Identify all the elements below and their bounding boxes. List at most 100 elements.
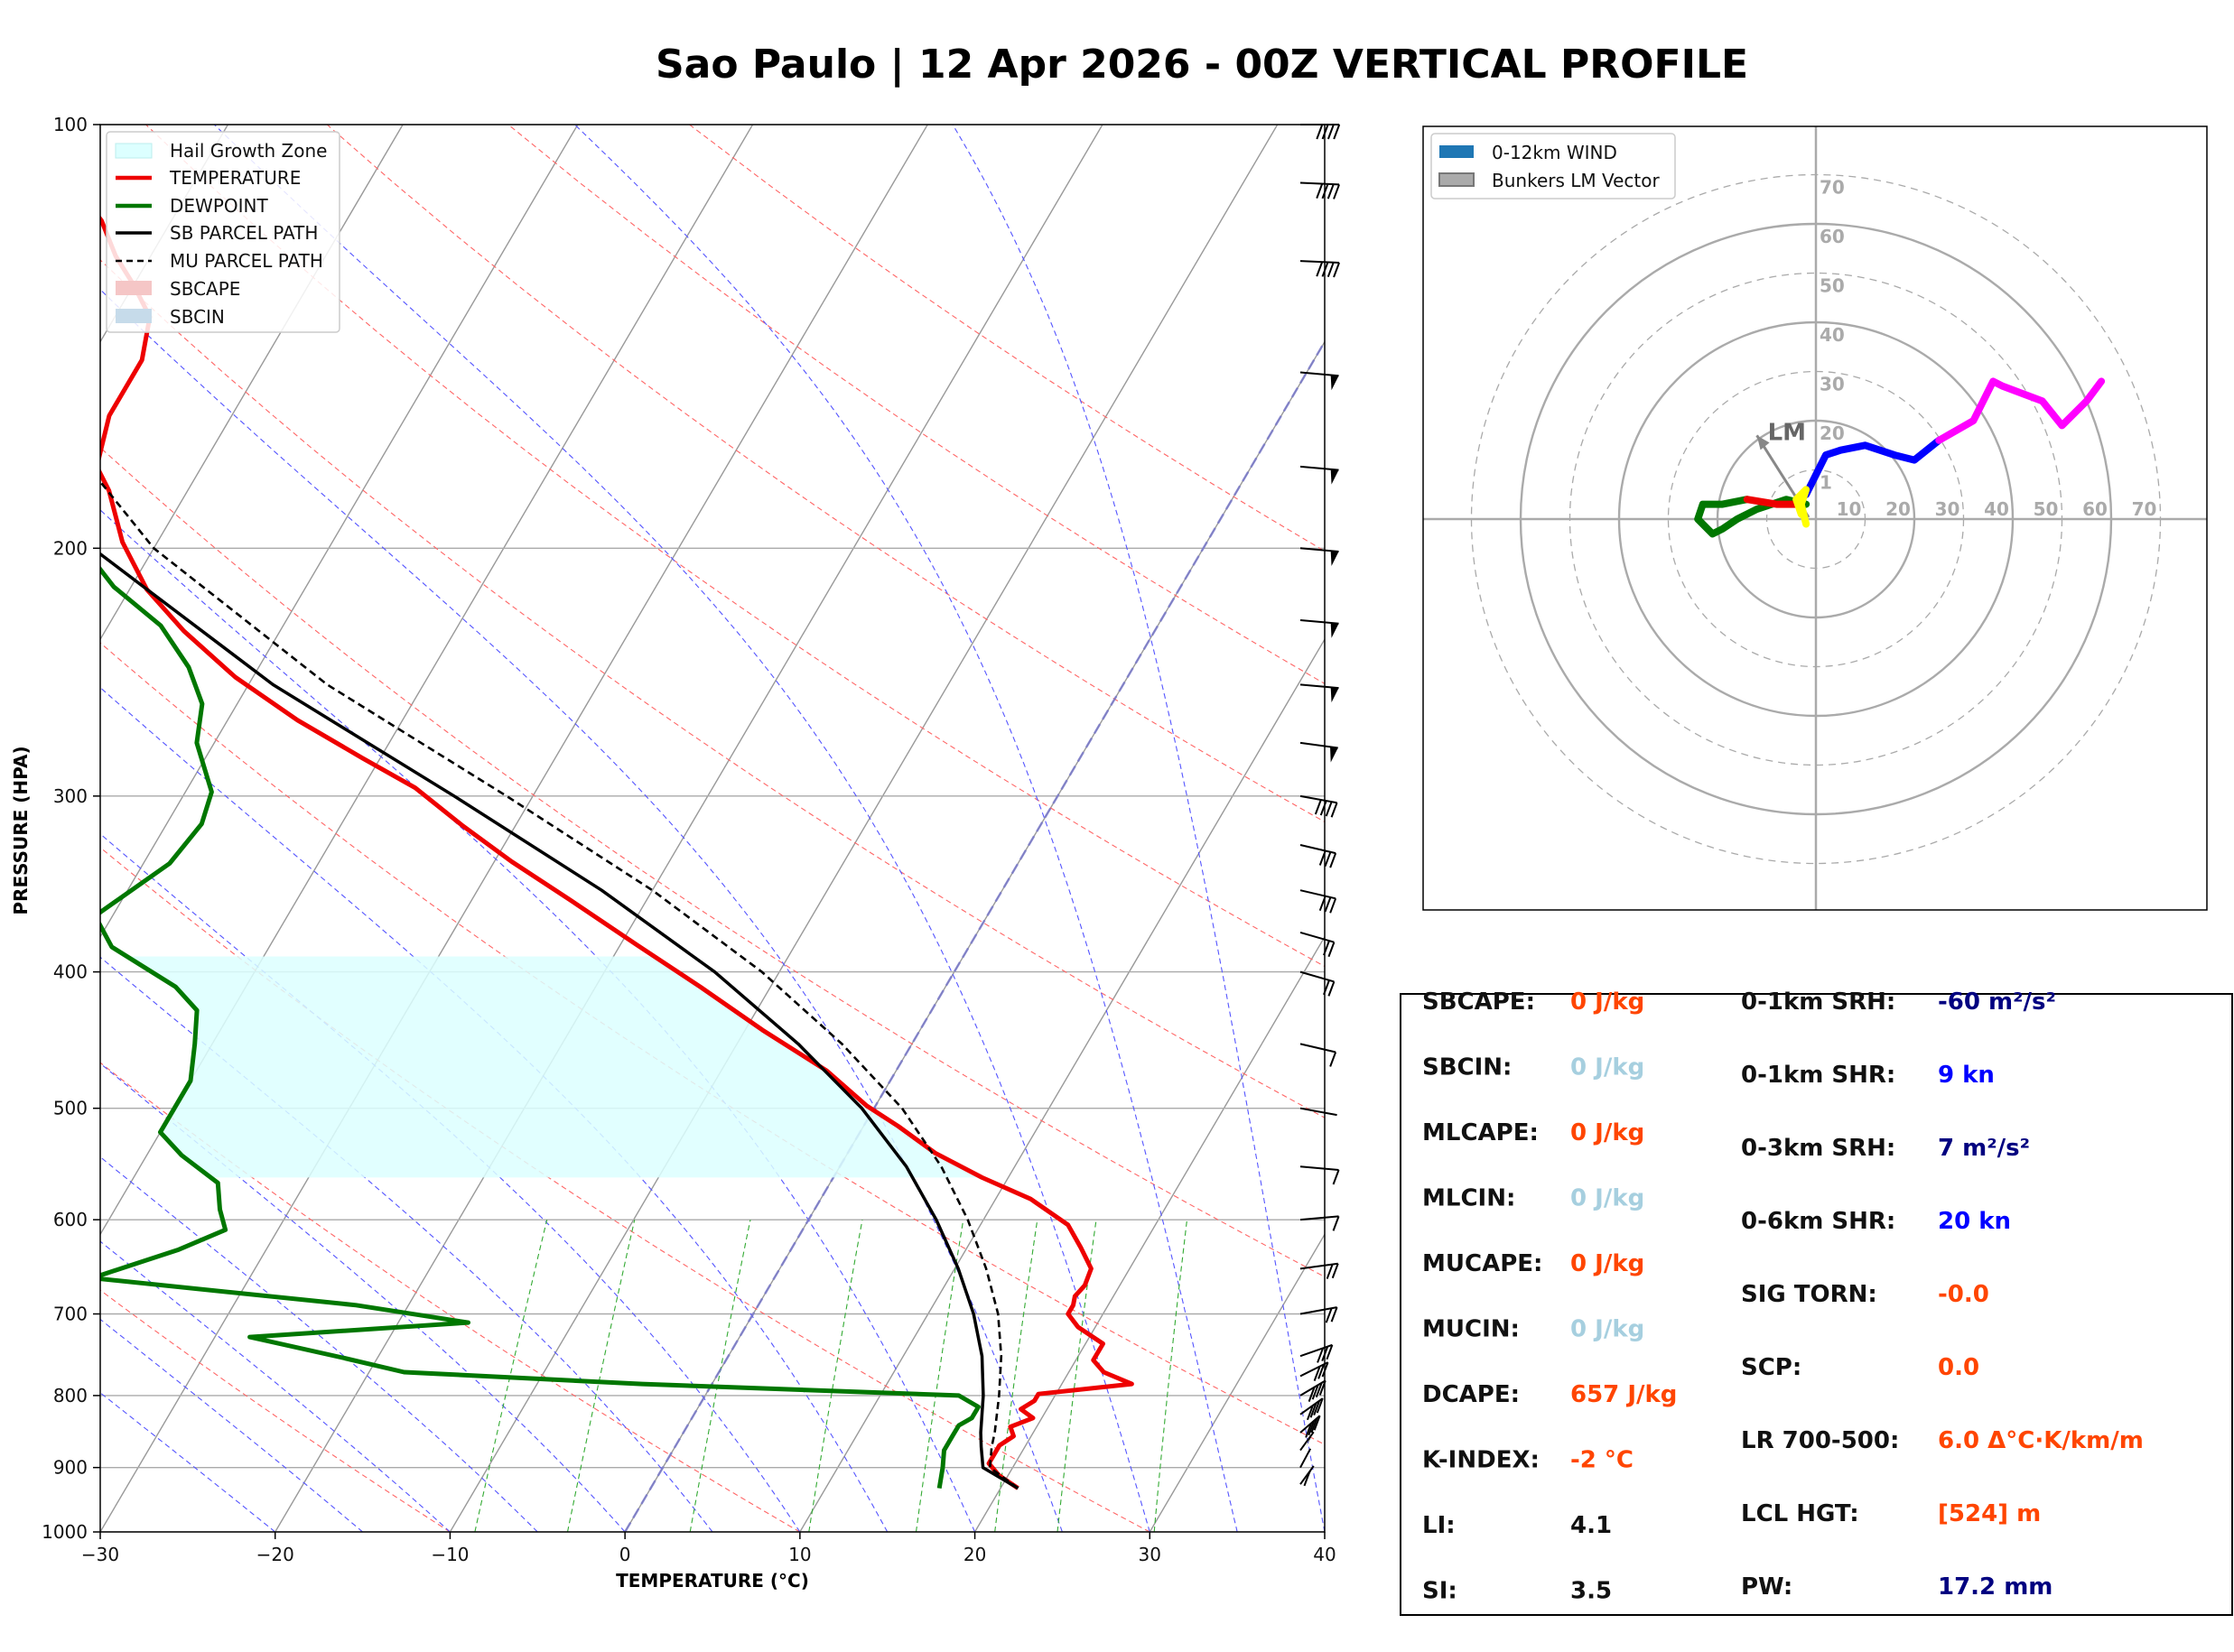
wind-barb [1299, 1215, 1340, 1231]
stat-value: 0 J/kg [1570, 1250, 1644, 1277]
isotherm [1149, 1233, 1325, 1532]
hodograph-segment-0-1km [1792, 486, 1810, 528]
wind-barb [1299, 619, 1339, 638]
ring-label-y: 1 [1820, 472, 1832, 494]
figure-title: Sao Paulo | 12 Apr 2026 - 00Z VERTICAL P… [656, 42, 1748, 88]
stats-table: SBCAPE: 0 J/kg SBCIN: 0 J/kg MLCAPE: 0 J/kg ML… [1400, 988, 2233, 1616]
moist-adiabat [100, 1155, 538, 1532]
y-tick-label: 800 [53, 1385, 88, 1406]
legend-swatch-hail [115, 143, 153, 159]
mixing-ratio-line [994, 1220, 1038, 1532]
wind-barb [1299, 1361, 1329, 1381]
mixing-ratio-line [1153, 1220, 1188, 1532]
stat-label: MUCIN: [1422, 1316, 1520, 1343]
wind-barb [1299, 1262, 1339, 1279]
x-tick-label: 40 [1313, 1544, 1336, 1565]
hodo-legend-entry-lm: Bunkers LM Vector [1492, 170, 1661, 191]
wind-barb [1299, 1415, 1321, 1438]
stat-value: 7 m²/s² [1938, 1135, 2030, 1162]
dry-adiabat [326, 125, 1325, 823]
legend-box [106, 131, 340, 333]
isotherm [100, 125, 229, 343]
moist-adiabat [574, 125, 1238, 1532]
moist-adiabat [100, 956, 713, 1532]
y-tick-label: 900 [53, 1457, 88, 1479]
wind-barb [1299, 181, 1340, 200]
stat-label: SI: [1422, 1578, 1457, 1605]
legend-swatch-sbcape [116, 281, 152, 295]
stat-value: 0 J/kg [1570, 1316, 1644, 1343]
x-tick-label: 10 [788, 1544, 811, 1565]
wind-barb [1299, 1043, 1337, 1067]
wind-barb [1300, 124, 1341, 140]
stat-label: 0-3km SRH: [1741, 1135, 1895, 1162]
stat-value: -0.0 [1938, 1281, 1989, 1308]
wind-barb [1299, 1465, 1315, 1487]
ring-label-x: 10 [1837, 498, 1862, 520]
skewt-frame [99, 124, 1326, 1533]
moist-adiabat [213, 125, 1150, 1532]
x-axis-label: TEMPERATURE (°C) [616, 1570, 809, 1592]
legend-entry-hail: Hail Growth Zone [170, 140, 327, 162]
ring-label-x: 20 [1885, 498, 1911, 520]
skewt-axis-ticks: −30 −20 −10 0 10 20 30 40 1000 900 800 700 600 500 400… [42, 114, 1336, 1565]
freezing-isotherm [624, 339, 1325, 1532]
skewt-profiles [100, 215, 1134, 1490]
legend-entry-dewpoint: DEWPOINT [170, 195, 268, 217]
stat-label: 0-1km SRH: [1741, 988, 1895, 1016]
wind-barb [1299, 931, 1336, 958]
legend-entry-temperature: TEMPERATURE [169, 167, 301, 189]
isotherm [100, 125, 928, 1532]
moist-adiabat [100, 288, 1063, 1532]
moist-adiabat [100, 1063, 626, 1532]
hodograph-segment-1-3km [1743, 496, 1805, 508]
wind-barb [1299, 547, 1339, 567]
hodograph-segment-6-9km [1802, 436, 1943, 498]
y-tick-label: 700 [53, 1304, 88, 1325]
stat-label: MUCAPE: [1422, 1250, 1542, 1277]
wind-barb [1299, 741, 1338, 763]
stat-label: MLCAPE: [1422, 1119, 1539, 1146]
dewpoint-line [100, 565, 981, 1490]
ring-label-y: 20 [1820, 422, 1845, 444]
moist-adiabat [952, 125, 1325, 1532]
y-axis-label: PRESSURE (HPA) [10, 746, 32, 914]
stat-value: 17.2 mm [1938, 1573, 2052, 1601]
hodo-legend-box [1430, 133, 1676, 200]
wind-barb [1299, 683, 1339, 703]
legend-entry-mu-parcel: MU PARCEL PATH [170, 250, 323, 272]
stat-label: K-INDEX: [1422, 1447, 1540, 1474]
y-tick-label: 1000 [42, 1521, 88, 1543]
mixing-ratio-line [808, 1220, 863, 1532]
x-tick-label: −10 [431, 1544, 469, 1565]
ring-label-x: 60 [2082, 498, 2108, 520]
wind-barb [1299, 1379, 1326, 1402]
lm-arrow-head [1756, 435, 1770, 450]
stat-value: 0 J/kg [1570, 1185, 1644, 1212]
stats-rows: SBCAPE: 0 J/kg SBCIN: 0 J/kg MLCAPE: 0 J/kg ML… [1422, 988, 2144, 1605]
stat-value: 657 J/kg [1570, 1381, 1677, 1408]
stat-value: 0.0 [1938, 1354, 1979, 1381]
stat-label: LI: [1422, 1512, 1456, 1539]
wind-barb [1299, 889, 1337, 914]
wind-barb [1299, 1306, 1338, 1323]
hail-growth-zone [126, 956, 982, 1178]
hodograph-frame [1422, 125, 2208, 911]
stats-frame [1400, 993, 2233, 1616]
hodograph-segment-9-12km [1935, 377, 2106, 444]
ring-label-x: 50 [2034, 498, 2059, 520]
y-tick-label: 200 [53, 537, 88, 559]
wind-barb [1299, 1448, 1312, 1469]
ring-label-x: 70 [2132, 498, 2157, 520]
y-tick-label: 400 [53, 961, 88, 983]
legend-entry-sb-parcel: SB PARCEL PATH [170, 222, 318, 244]
stat-label: SCP: [1741, 1354, 1801, 1381]
stat-value: 0 J/kg [1570, 1054, 1644, 1081]
stat-value: -60 m²/s² [1938, 988, 2056, 1016]
stat-label: DCAPE: [1422, 1381, 1520, 1408]
stat-label: 0-6km SHR: [1741, 1208, 1895, 1235]
x-tick-label: −20 [256, 1544, 294, 1565]
lm-label: LM [1768, 419, 1806, 446]
skewt-legend: Hail Growth Zone TEMPERATURE DEWPOINT SB… [106, 131, 340, 333]
skewt-diagram: −30 −20 −10 0 10 20 30 40 1000 900 800 700 600 500 400… [10, 114, 1341, 1592]
